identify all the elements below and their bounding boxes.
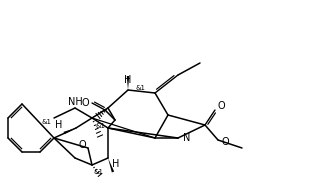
- Polygon shape: [64, 128, 76, 134]
- Text: &1: &1: [95, 123, 105, 129]
- Text: N: N: [183, 133, 190, 143]
- Text: H: H: [55, 120, 62, 130]
- Text: O: O: [78, 140, 86, 150]
- Polygon shape: [108, 158, 114, 172]
- Text: &1: &1: [135, 85, 145, 91]
- Text: &1: &1: [42, 119, 52, 125]
- Text: O: O: [221, 137, 229, 147]
- Polygon shape: [127, 76, 129, 90]
- Text: H: H: [112, 159, 120, 169]
- Text: H: H: [124, 75, 132, 85]
- Text: &1: &1: [94, 169, 104, 175]
- Text: O: O: [81, 98, 89, 108]
- Text: O: O: [218, 101, 226, 111]
- Text: NH: NH: [68, 97, 82, 107]
